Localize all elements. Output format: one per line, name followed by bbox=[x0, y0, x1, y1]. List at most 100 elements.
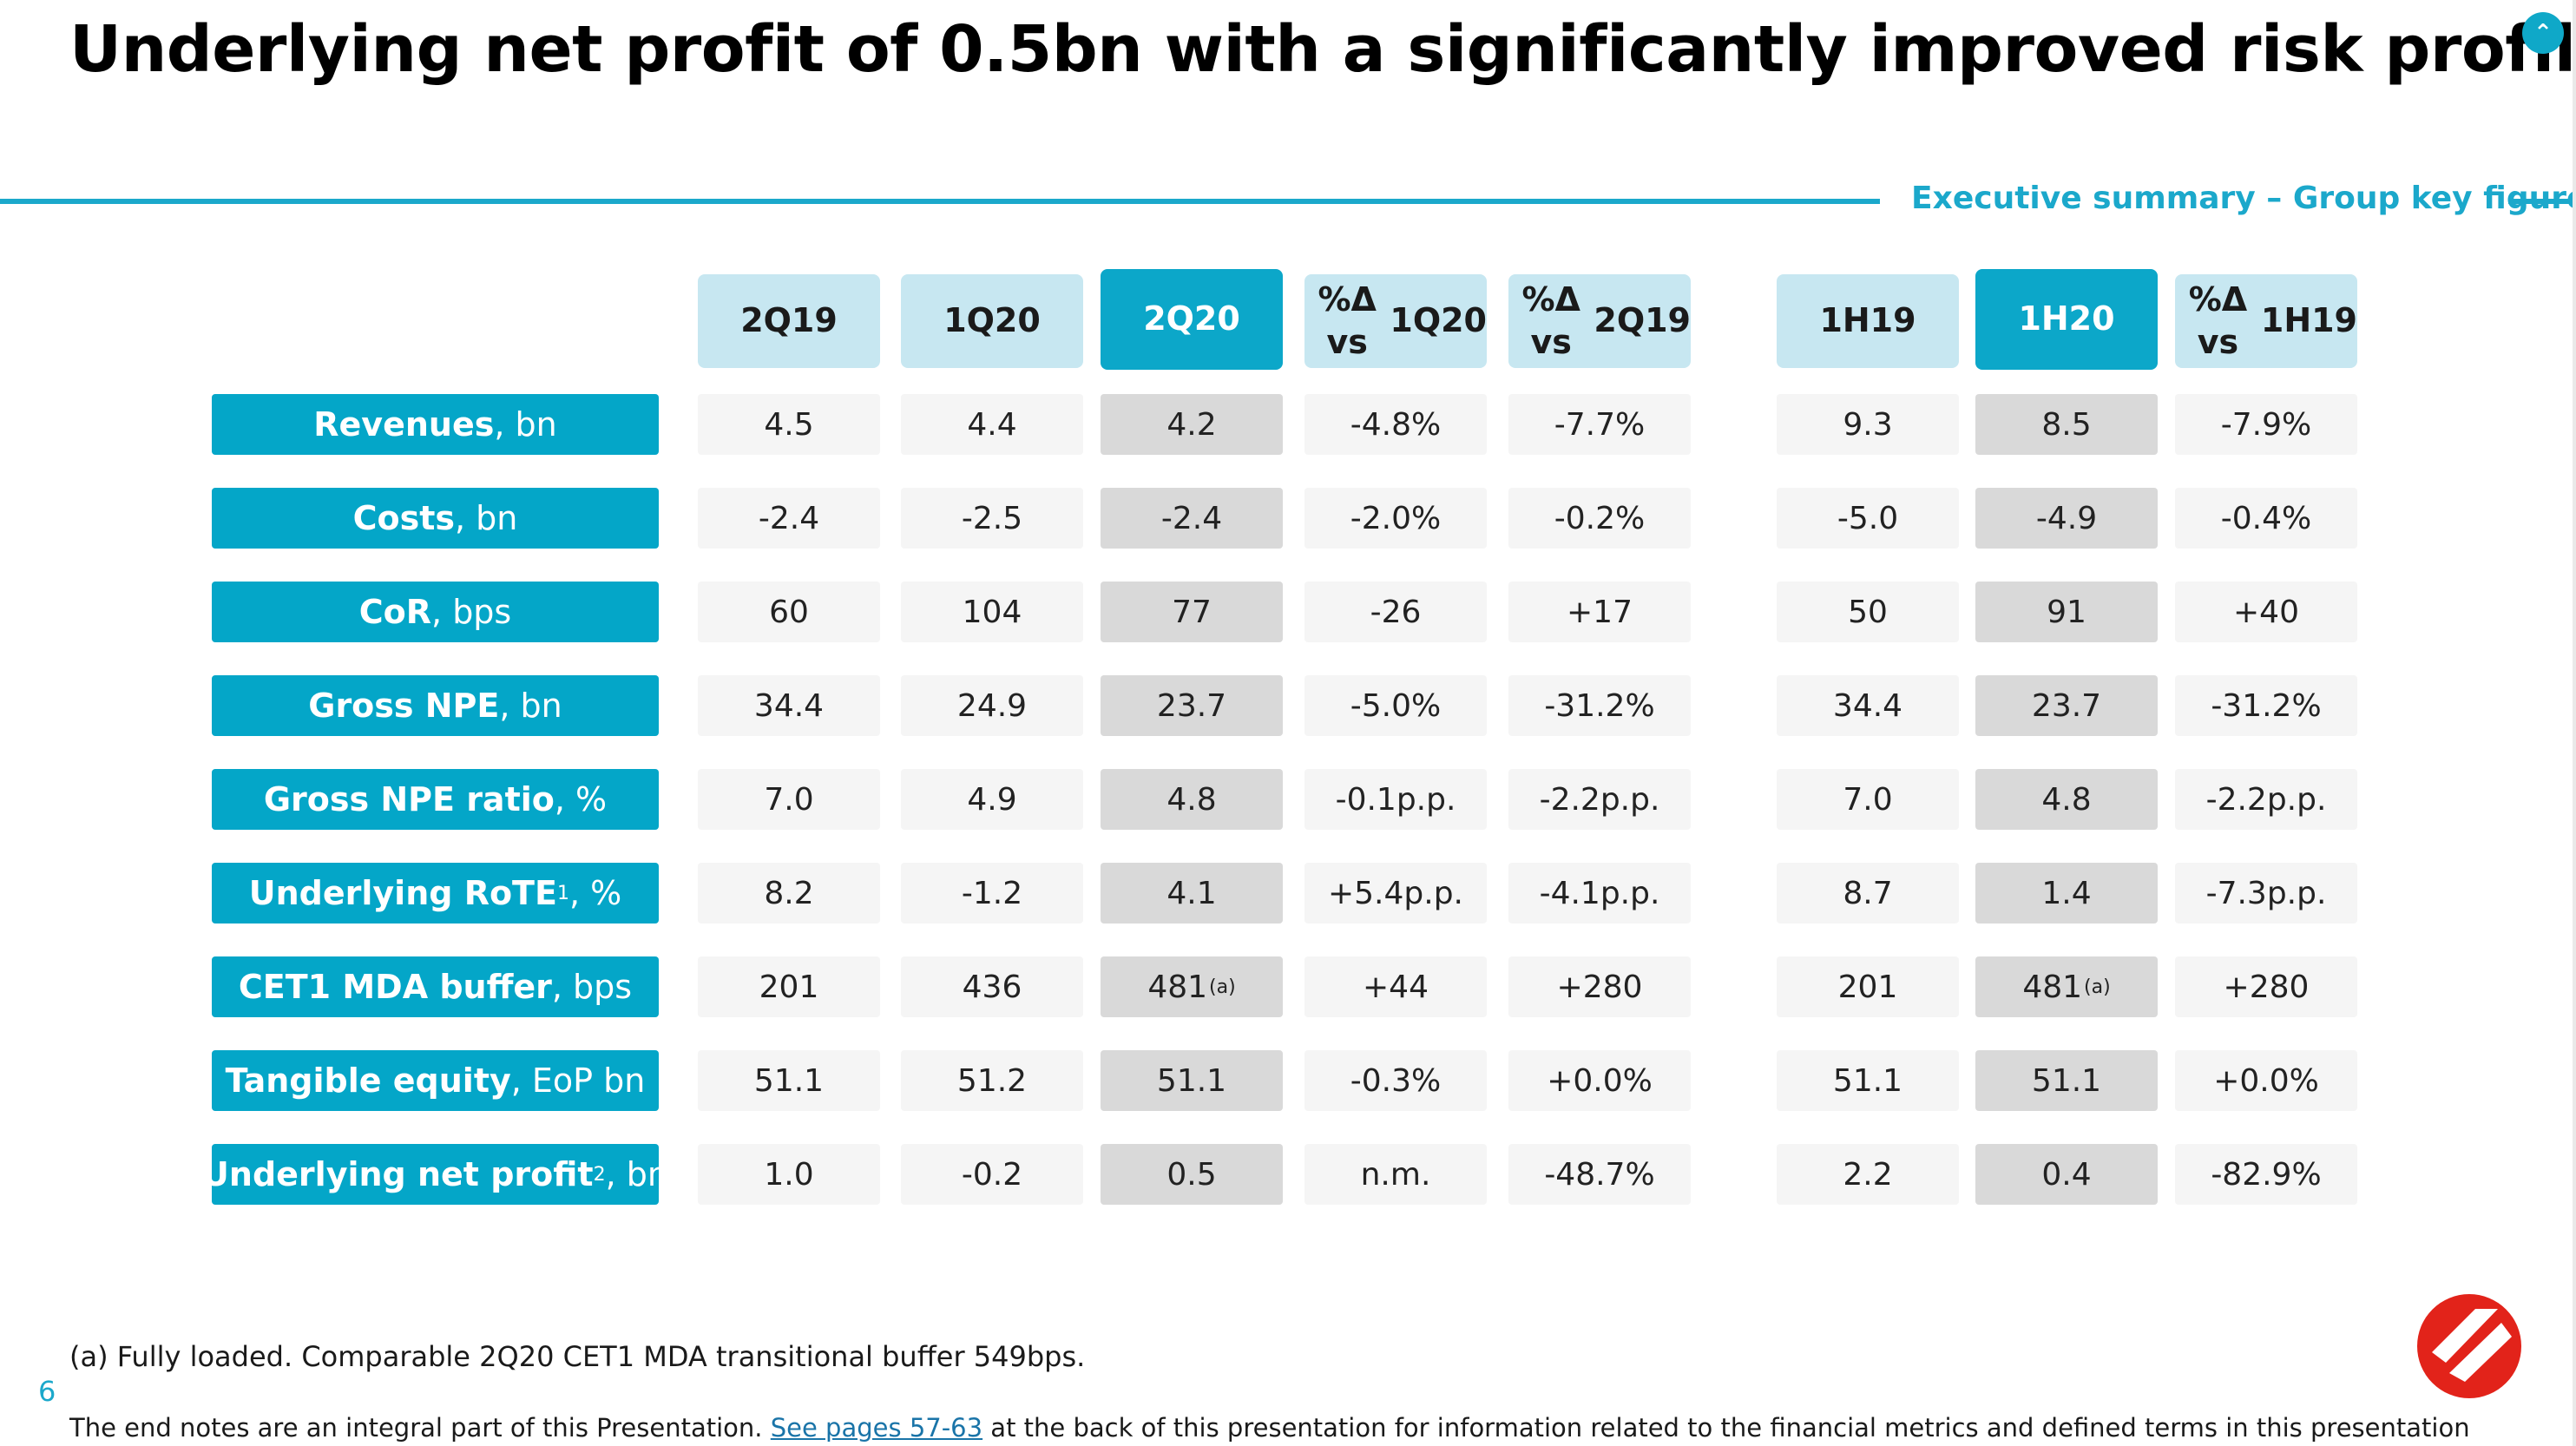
cell-value: 436 bbox=[962, 969, 1022, 1005]
table-cell: 51.1 bbox=[698, 1050, 880, 1111]
row-label-metric: Revenues bbox=[313, 405, 495, 444]
column-header-line: 1H19 bbox=[2260, 301, 2357, 340]
cell-value: 23.7 bbox=[2031, 687, 2102, 724]
table-cell: 4.1 bbox=[1101, 863, 1283, 923]
cell-value: 7.0 bbox=[1843, 781, 1893, 818]
cell-value: -2.2p.p. bbox=[1539, 781, 1660, 818]
cell-value: 7.0 bbox=[764, 781, 814, 818]
cell-value: -0.1p.p. bbox=[1335, 781, 1456, 818]
endnote-prefix: The end notes are an integral part of th… bbox=[69, 1413, 771, 1443]
cell-value: 104 bbox=[962, 594, 1022, 630]
cell-value: +280 bbox=[2223, 969, 2310, 1005]
column-header--vs-1q20: %Δ vs 1Q20 bbox=[1304, 274, 1487, 368]
cell-value: 481 bbox=[1147, 969, 1208, 1005]
table-cell: -0.1p.p. bbox=[1304, 769, 1487, 830]
row-label-footnote-ref: 1 bbox=[556, 882, 569, 904]
cell-value: -4.9 bbox=[2035, 500, 2098, 536]
cell-value: 23.7 bbox=[1156, 687, 1227, 724]
table-cell: 34.4 bbox=[698, 675, 880, 736]
cell-value: 8.2 bbox=[764, 875, 814, 911]
table-cell: 51.1 bbox=[1101, 1050, 1283, 1111]
table-cell: 8.2 bbox=[698, 863, 880, 923]
table-cell: 8.7 bbox=[1777, 863, 1959, 923]
cell-value: 1.0 bbox=[764, 1156, 814, 1193]
cell-footnote-ref: (a) bbox=[2084, 976, 2111, 998]
table-cell: 4.8 bbox=[1975, 769, 2158, 830]
footnote: (a) Fully loaded. Comparable 2Q20 CET1 M… bbox=[69, 1340, 1086, 1373]
cell-value: -5.0 bbox=[1837, 500, 1899, 536]
table-cell: 7.0 bbox=[1777, 769, 1959, 830]
cell-value: 91 bbox=[2047, 594, 2086, 630]
row-label-revenues: Revenues, bn bbox=[212, 394, 659, 455]
row-label-metric: CoR bbox=[358, 593, 432, 631]
table-cell: 0.4 bbox=[1975, 1144, 2158, 1205]
cell-value: -31.2% bbox=[1544, 687, 1655, 724]
endnote-suffix: at the back of this presentation for inf… bbox=[982, 1413, 2470, 1443]
table-cell: -0.3% bbox=[1304, 1050, 1487, 1111]
header-divider-right bbox=[2508, 199, 2576, 204]
cell-value: 0.5 bbox=[1166, 1156, 1217, 1193]
cell-value: +0.0% bbox=[1547, 1062, 1653, 1099]
column-header-line: 2Q19 bbox=[1594, 301, 1691, 340]
row-label-footnote-ref: 2 bbox=[593, 1163, 606, 1186]
table-cell: -7.3p.p. bbox=[2175, 863, 2357, 923]
row-label-unit: , bps bbox=[551, 968, 633, 1006]
column-header-2q20: 2Q20 bbox=[1101, 269, 1283, 370]
row-label-tangible-equity: Tangible equity, EoP bn bbox=[212, 1050, 659, 1111]
row-label-gross-npe: Gross NPE, bn bbox=[212, 675, 659, 736]
cell-value: -0.3% bbox=[1350, 1062, 1442, 1099]
column-header--vs-1h19: %Δ vs 1H19 bbox=[2175, 274, 2357, 368]
cell-value: 1.4 bbox=[2041, 875, 2092, 911]
cell-value: +280 bbox=[1556, 969, 1643, 1005]
table-cell: 481 (a) bbox=[1101, 956, 1283, 1017]
row-label-unit: , % bbox=[554, 780, 608, 818]
table-cell: +280 bbox=[1508, 956, 1691, 1017]
column-header-line: %Δ vs bbox=[1318, 279, 1377, 361]
row-label-metric: Gross NPE ratio bbox=[263, 780, 555, 818]
cell-value: -0.2% bbox=[1554, 500, 1646, 536]
cell-value: 4.5 bbox=[764, 406, 814, 443]
table-cell: 4.9 bbox=[901, 769, 1083, 830]
endnote-link[interactable]: See pages 57-63 bbox=[770, 1413, 983, 1443]
double-chevron-up-icon: ⌃ bbox=[2533, 20, 2553, 46]
column-header-line: 1Q20 bbox=[1390, 301, 1487, 340]
header-divider-left bbox=[0, 199, 1880, 204]
table-cell: 50 bbox=[1777, 582, 1959, 642]
table-cell: -0.2% bbox=[1508, 488, 1691, 549]
table-cell: -2.4 bbox=[1101, 488, 1283, 549]
table-cell: 23.7 bbox=[1101, 675, 1283, 736]
table-cell: -82.9% bbox=[2175, 1144, 2357, 1205]
row-label-unit: , bn bbox=[455, 499, 518, 537]
cell-value: 4.9 bbox=[967, 781, 1017, 818]
scroll-up-button[interactable]: ⌃ bbox=[2522, 12, 2564, 54]
cell-value: -7.3p.p. bbox=[2205, 875, 2327, 911]
cell-value: 481 bbox=[2022, 969, 2083, 1005]
table-cell: -4.9 bbox=[1975, 488, 2158, 549]
cell-value: 77 bbox=[1172, 594, 1212, 630]
row-label-metric: Tangible equity bbox=[225, 1061, 511, 1100]
cell-value: -48.7% bbox=[1544, 1156, 1655, 1193]
cell-value: 50 bbox=[1848, 594, 1888, 630]
cell-value: -0.2 bbox=[961, 1156, 1023, 1193]
cell-value: 4.2 bbox=[1166, 406, 1217, 443]
cell-value: n.m. bbox=[1360, 1156, 1431, 1193]
table-cell: -26 bbox=[1304, 582, 1487, 642]
row-label-unit: , % bbox=[568, 874, 622, 912]
cell-value: -1.2 bbox=[961, 875, 1023, 911]
cell-value: -82.9% bbox=[2211, 1156, 2322, 1193]
table-cell: 0.5 bbox=[1101, 1144, 1283, 1205]
row-label-unit: , EoP bn bbox=[510, 1061, 646, 1100]
table-cell: 51.2 bbox=[901, 1050, 1083, 1111]
cell-value: 51.1 bbox=[1156, 1062, 1227, 1099]
row-label-metric: CET1 MDA buffer bbox=[238, 968, 552, 1006]
row-label-gross-npe-ratio: Gross NPE ratio, % bbox=[212, 769, 659, 830]
cell-value: 51.1 bbox=[753, 1062, 825, 1099]
table-cell: +0.0% bbox=[1508, 1050, 1691, 1111]
table-cell: -1.2 bbox=[901, 863, 1083, 923]
table-cell: 51.1 bbox=[1777, 1050, 1959, 1111]
slide-edge bbox=[2573, 0, 2576, 1446]
cell-value: -2.4 bbox=[758, 500, 820, 536]
column-header-1h19: 1H19 bbox=[1777, 274, 1959, 368]
table-cell: -2.2p.p. bbox=[2175, 769, 2357, 830]
table-cell: 201 bbox=[1777, 956, 1959, 1017]
